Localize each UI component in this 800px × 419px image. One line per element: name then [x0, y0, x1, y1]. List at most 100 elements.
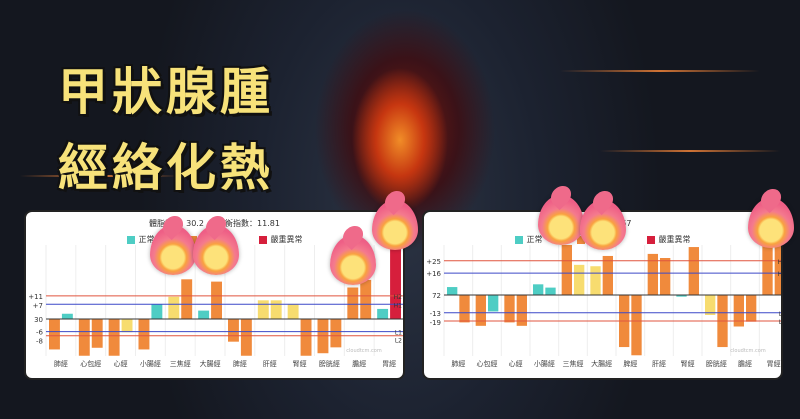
bar-大腸經-left — [590, 266, 601, 295]
bar-心包經-left — [475, 295, 486, 326]
legend-item-normal: 正常 — [514, 234, 543, 245]
y-tick-label: +7 — [33, 302, 43, 310]
bar-大腸經-right — [211, 281, 222, 319]
bar-腎經-left — [287, 304, 299, 319]
bar-肝經-right — [270, 300, 282, 319]
x-tick-label: 脾經 — [233, 359, 247, 368]
x-tick-label: 心包經 — [80, 359, 101, 368]
x-tick-label: 大腸經 — [591, 359, 612, 368]
bar-膽經-left — [347, 287, 359, 319]
x-tick-label: 胃經 — [382, 359, 396, 368]
bar-胃經-right — [774, 245, 781, 295]
x-tick-label: 三焦經 — [170, 359, 191, 368]
x-tick-label: 脾經 — [623, 359, 637, 368]
bar-肝經-right — [660, 258, 671, 295]
bar-小腸經-left — [138, 319, 150, 350]
bar-肝經-left — [647, 253, 658, 295]
headline-line1: 甲狀腺腫 — [58, 63, 274, 121]
bar-心經-left — [108, 319, 120, 356]
x-tick-label: 胃經 — [767, 359, 781, 368]
y-tick-baseline: 72 — [432, 292, 441, 300]
fire-icon — [372, 200, 418, 250]
x-tick-label: 肝經 — [652, 359, 666, 368]
bar-心包經-right — [91, 319, 103, 348]
bar-三焦經-left — [561, 245, 572, 295]
bar-膽經-right — [746, 295, 757, 322]
x-tick-label: 肺經 — [451, 359, 465, 368]
y-tick-label: +16 — [426, 270, 441, 278]
threshold-tag: L2 — [395, 338, 402, 345]
threshold-tag: H2 — [778, 259, 783, 266]
y-tick-label: -13 — [430, 310, 441, 318]
bar-肺經-right — [61, 313, 73, 319]
threshold-tag: L2 — [779, 319, 783, 326]
x-tick-label: 肝經 — [263, 359, 277, 368]
x-tick-label: 膽經 — [352, 359, 366, 368]
bar-胃經-left — [762, 245, 773, 295]
watermark: cloudtcm.com — [730, 348, 766, 354]
fire-icon — [580, 200, 626, 250]
bar-膽經-right — [360, 279, 372, 319]
x-tick-label: 腎經 — [293, 359, 307, 368]
bar-肺經-right — [459, 295, 470, 323]
bar-小腸經-right — [545, 287, 556, 295]
light-streak — [20, 175, 180, 177]
bar-腎經-right — [300, 319, 312, 356]
bar-腎經-left — [676, 295, 687, 297]
fire-icon — [538, 195, 584, 245]
y-tick-baseline: 30 — [34, 316, 43, 324]
bar-心包經-right — [488, 295, 499, 312]
watermark: cloudtcm.com — [346, 348, 382, 354]
bar-心經-right — [121, 319, 133, 333]
headline-line2: 經絡化熱 — [58, 139, 274, 197]
fire-icon — [330, 235, 376, 285]
legend-label: 嚴重異常 — [270, 235, 303, 244]
fire-icon — [193, 225, 239, 275]
x-tick-label: 膀胱經 — [706, 359, 727, 368]
bar-三焦經-right — [181, 279, 193, 319]
bar-心經-right — [516, 295, 527, 326]
x-tick-label: 心包經 — [477, 359, 498, 368]
y-tick-label: +25 — [426, 258, 441, 266]
y-tick-label: -19 — [430, 319, 441, 327]
bar-膽經-left — [733, 295, 744, 327]
x-tick-label: 心經 — [509, 359, 523, 368]
bar-大腸經-left — [198, 310, 210, 319]
bar-肺經-left — [49, 319, 60, 350]
threshold-tag: L1 — [395, 330, 402, 337]
legend-swatch — [126, 235, 135, 244]
x-tick-label: 小腸經 — [534, 359, 555, 368]
x-tick-label: 腎經 — [681, 359, 695, 368]
bar-脾經-left — [228, 319, 239, 342]
bar-三焦經-right — [574, 264, 585, 295]
x-tick-label: 小腸經 — [140, 359, 161, 368]
legend-item-severe: 嚴重異常 — [258, 234, 303, 245]
y-tick-label: -6 — [36, 329, 44, 337]
bar-三焦經-left — [168, 296, 180, 319]
threshold-tag: H1 — [778, 271, 783, 278]
fire-icon — [748, 198, 794, 248]
bar-小腸經-right — [151, 304, 163, 319]
bar-胃經-right — [390, 245, 401, 319]
legend-swatch — [576, 235, 585, 244]
legend-item-normal: 正常 — [126, 234, 155, 245]
threshold-tag: H1 — [394, 302, 403, 309]
light-streak — [560, 70, 760, 72]
legend-label: 正常 — [526, 235, 543, 244]
x-tick-label: 肺經 — [54, 359, 68, 368]
x-tick-label: 心經 — [114, 359, 128, 368]
bar-脾經-right — [240, 319, 252, 356]
bar-心經-left — [504, 295, 515, 323]
threshold-tag: H2 — [394, 294, 403, 301]
y-tick-label: -8 — [36, 338, 43, 346]
legend-item-severe: 嚴重異常 — [646, 234, 691, 245]
x-tick-label: 膽經 — [738, 359, 752, 368]
bar-膀胱經-right — [330, 319, 342, 348]
bar-脾經-right — [631, 295, 642, 356]
fire-icon — [150, 225, 196, 275]
legend-swatch — [646, 235, 655, 244]
bar-肺經-left — [447, 287, 458, 295]
bar-胃經-left — [377, 308, 389, 319]
